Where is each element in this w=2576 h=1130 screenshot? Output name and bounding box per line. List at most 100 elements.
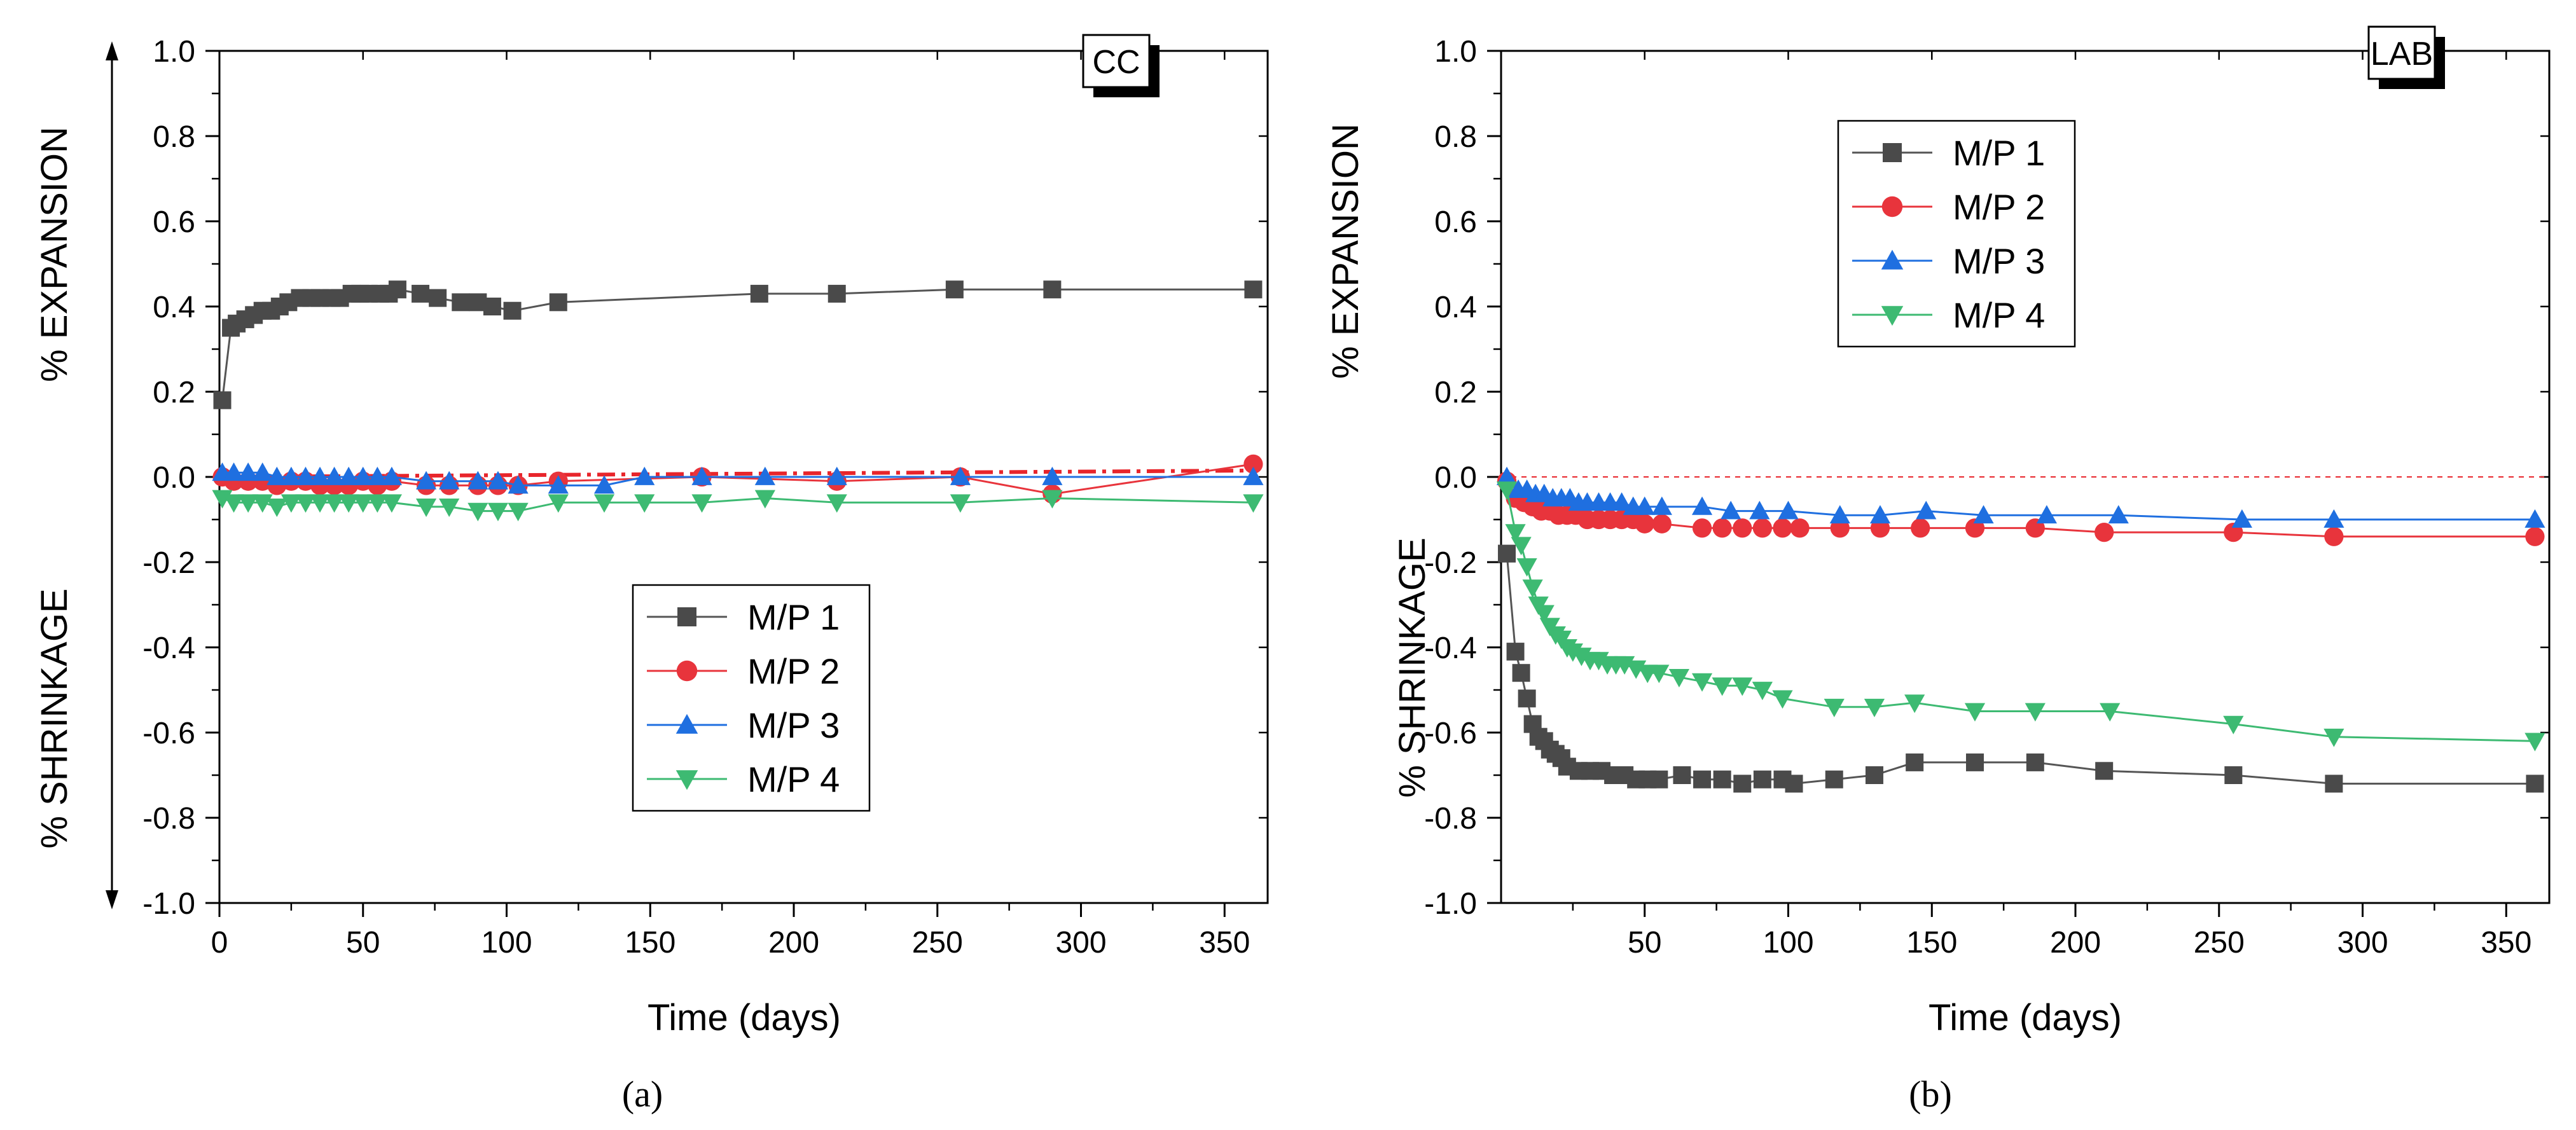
series-point-mp3 — [238, 462, 259, 481]
series-point-mp4 — [1668, 669, 1690, 687]
y-tick-label: -0.6 — [142, 717, 195, 750]
series-point-mp3 — [754, 466, 775, 485]
axis-arrow-up-icon — [106, 41, 118, 60]
panel-caption: (b) — [1909, 1073, 1952, 1115]
y-tick-label: 1.0 — [1434, 35, 1477, 69]
legend-marker-mp2 — [676, 660, 698, 682]
series-point-mp3 — [691, 466, 712, 485]
series-point-mp3 — [950, 466, 971, 485]
series-point-mp1 — [213, 391, 232, 410]
series-point-mp1 — [503, 301, 522, 320]
x-tick-label: 150 — [1906, 926, 1957, 960]
series-point-mp4 — [324, 494, 345, 513]
y-tick-label: 0.2 — [1434, 376, 1477, 410]
legend-marker-mp2 — [1881, 196, 1903, 217]
x-tick-label: 300 — [1055, 926, 1106, 960]
legend-marker-mp3 — [675, 713, 698, 734]
panel-label: CC — [1092, 44, 1140, 81]
series-point-mp4 — [634, 494, 655, 513]
series-point-mp3 — [223, 462, 244, 481]
series-point-mp3 — [252, 462, 273, 481]
series-point-mp1 — [1043, 280, 1062, 299]
y-axis-title-shrinkage: % SHRINKAGE — [34, 588, 75, 848]
series-point-mp4 — [467, 502, 488, 521]
series-point-mp1 — [1518, 689, 1536, 708]
y-tick-label: 0.6 — [1434, 205, 1477, 239]
y-tick-label: -0.4 — [1424, 631, 1477, 665]
series-point-mp3 — [280, 466, 301, 485]
series-point-mp1 — [1906, 753, 1924, 771]
series-point-mp1 — [1713, 770, 1731, 789]
series-point-mp2 — [2525, 527, 2545, 546]
series-point-mp4 — [439, 499, 460, 517]
series-point-mp2 — [1752, 518, 1772, 538]
series-point-mp3 — [1829, 505, 1850, 524]
x-tick-label: 250 — [912, 926, 963, 960]
series-point-mp3 — [548, 475, 569, 494]
series-point-mp1 — [452, 293, 470, 312]
series-point-mp4 — [1964, 703, 1986, 722]
series-point-mp1 — [2224, 766, 2243, 784]
series-point-mp3 — [2231, 509, 2252, 528]
series-point-mp4 — [1534, 605, 1555, 624]
y-tick-label: 0.8 — [1434, 120, 1477, 154]
series-point-mp4 — [415, 499, 437, 517]
y-tick-label: 0.2 — [153, 376, 195, 410]
series-point-mp1 — [1506, 642, 1525, 661]
series-point-mp4 — [295, 494, 316, 513]
series-point-mp4 — [1772, 690, 1793, 709]
x-tick-label: 100 — [1762, 926, 1813, 960]
series-point-mp4 — [352, 494, 373, 513]
series-point-mp4 — [548, 494, 569, 513]
series-point-mp4 — [267, 499, 287, 517]
series-point-mp1 — [750, 284, 768, 303]
legend-label-mp4: M/P 4 — [747, 759, 840, 799]
series-point-mp1 — [2526, 775, 2544, 793]
series-point-mp4 — [1516, 558, 1537, 577]
x-tick-label: 100 — [481, 926, 532, 960]
series-point-mp4 — [381, 494, 403, 513]
series-point-mp3 — [267, 466, 287, 485]
y-tick-label: -1.0 — [142, 887, 195, 921]
x-tick-label: 150 — [625, 926, 675, 960]
series-point-mp4 — [367, 494, 388, 513]
series-point-mp4 — [1691, 673, 1713, 692]
series-point-mp4 — [826, 494, 847, 513]
series-point-mp1 — [2325, 775, 2343, 793]
series-point-mp3 — [593, 475, 615, 494]
legend-label-mp1: M/P 1 — [747, 597, 840, 637]
y-tick-label: -0.4 — [142, 631, 195, 665]
series-point-mp4 — [1824, 698, 1845, 717]
series-point-mp4 — [691, 494, 712, 513]
x-tick-label: 300 — [2337, 926, 2388, 960]
series-point-mp3 — [415, 471, 437, 490]
y-tick-label: -0.2 — [142, 546, 195, 580]
series-point-mp3 — [2036, 505, 2057, 524]
legend-marker-mp1 — [677, 607, 696, 626]
series-point-mp4 — [1732, 677, 1753, 696]
series-point-mp4 — [593, 494, 615, 513]
x-tick-label: 0 — [211, 926, 228, 960]
axis-arrow-down-icon — [106, 890, 118, 909]
x-tick-label: 200 — [2050, 926, 2101, 960]
series-point-mp4 — [1496, 481, 1518, 500]
series-point-mp1 — [429, 289, 447, 307]
series-point-mp3 — [1749, 500, 1770, 520]
series-point-mp4 — [754, 490, 775, 509]
series-point-mp4 — [280, 494, 301, 513]
series-point-mp1 — [1965, 753, 1984, 771]
series-point-mp4 — [309, 494, 331, 513]
series-point-mp1 — [1753, 770, 1771, 789]
x-tick-label: 250 — [2194, 926, 2245, 960]
series-point-mp4 — [1864, 698, 1885, 717]
legend-marker-mp4 — [1881, 306, 1904, 326]
series-point-mp4 — [338, 494, 359, 513]
x-tick-label: 50 — [1628, 926, 1661, 960]
series-point-mp4 — [2025, 703, 2046, 722]
series-point-mp2 — [1712, 518, 1732, 538]
series-point-mp1 — [1650, 770, 1668, 789]
series-point-mp3 — [1869, 505, 1891, 524]
series-point-mp4 — [950, 494, 971, 513]
legend-box — [632, 584, 871, 812]
